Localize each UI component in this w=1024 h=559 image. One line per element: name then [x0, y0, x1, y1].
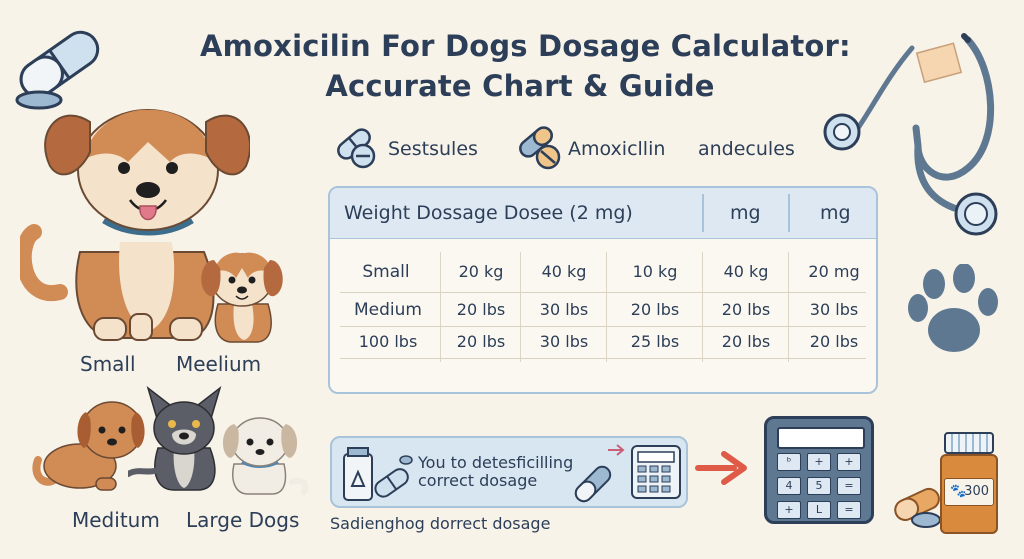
white-puppy-illustration	[222, 417, 309, 495]
callout-text: You to detesficilling correct dosage	[418, 453, 574, 490]
table-cell: 20 lbs	[456, 300, 506, 319]
dosage-callout: You to detesficilling correct dosage	[330, 436, 688, 508]
medicine-bottle-icon	[343, 447, 413, 501]
capsule-pill-icon	[15, 30, 100, 110]
table-cell: 30 lbs	[539, 332, 589, 351]
dog-label-meditum: Meditum	[72, 508, 160, 532]
dog-label-meelium: Meelium	[176, 352, 262, 376]
calculator-display	[777, 427, 865, 449]
table-header-mg-2: mg	[820, 202, 851, 224]
table-cell: 25 lbs	[630, 332, 680, 351]
calculator-key: +	[777, 501, 801, 519]
calculator-keypad: ᵇ + + 4 5 = + L =	[777, 453, 865, 519]
brown-puppy-illustration	[32, 401, 145, 491]
table-cell: Medium	[354, 300, 422, 320]
calculator-key: =	[837, 477, 861, 495]
table-cell: 20 lbs	[721, 332, 771, 351]
calculator-key: =	[837, 501, 861, 519]
table-header-weight: Weight Dossage Dosee (2 mg)	[344, 202, 633, 224]
calculator-key: 4	[777, 477, 801, 495]
paw-print-icon	[908, 264, 998, 352]
legend-label-3: andecules	[698, 138, 795, 160]
table-cell: 10 kg	[632, 262, 678, 281]
arrow-right-icon	[695, 451, 747, 485]
small-calculator-icon	[631, 445, 681, 499]
table-cell: 20 lbs	[809, 332, 859, 351]
small-puppy-illustration	[201, 252, 283, 343]
capsule-icon	[574, 465, 612, 503]
table-row: Small 20 kg 40 kg 10 kg 40 kg 20 mg	[330, 256, 876, 288]
legend-label-1: Sestsules	[388, 138, 478, 160]
calculator-key: +	[807, 453, 831, 471]
bottle-label: 300	[964, 484, 989, 499]
table-cell: 20 mg	[808, 262, 860, 281]
table-cell: 100 lbs	[358, 332, 418, 351]
dosage-table: Weight Dossage Dosee (2 mg) mg mg Small …	[328, 186, 878, 394]
gray-dog-illustration	[128, 385, 222, 491]
paw-icon: 🐾	[950, 484, 967, 499]
dog-label-large: Large Dogs	[186, 508, 300, 532]
page-title: Amoxicilin For Dogs Dosage Calculator: A…	[200, 26, 851, 106]
arrow-right-icon	[608, 444, 625, 456]
table-cell: 20 lbs	[721, 300, 771, 319]
table-row: Medium 20 lbs 30 lbs 20 lbs 20 lbs 30 lb…	[330, 294, 876, 326]
pill-bottle-icon: 🐾 300	[940, 432, 998, 534]
capsule-icon	[337, 128, 376, 169]
table-header: Weight Dossage Dosee (2 mg) mg mg	[330, 188, 876, 239]
calculator-icon: ᵇ + + 4 5 = + L =	[764, 416, 874, 524]
table-cell: Small	[362, 262, 410, 282]
table-cell: 20 kg	[458, 262, 504, 281]
table-header-mg-1: mg	[730, 202, 761, 224]
table-cell: 20 lbs	[456, 332, 506, 351]
calculator-key: ᵇ	[777, 453, 801, 471]
calculator-key: 5	[807, 477, 831, 495]
title-line-1: Amoxicilin For Dogs Dosage Calculator:	[200, 29, 851, 63]
table-cell: 40 kg	[541, 262, 587, 281]
callout-caption: Sadienghog dorrect dosage	[330, 514, 551, 533]
table-cell: 20 lbs	[630, 300, 680, 319]
table-cell: 30 lbs	[809, 300, 859, 319]
table-cell: 40 kg	[723, 262, 769, 281]
large-dog-illustration	[20, 109, 250, 341]
capsule-icon	[519, 126, 561, 170]
title-line-2: Accurate Chart & Guide	[325, 69, 715, 103]
calculator-key: L	[807, 501, 831, 519]
stethoscope-icon	[823, 33, 998, 236]
table-cell: 30 lbs	[539, 300, 589, 319]
calculator-key: +	[837, 453, 861, 471]
table-row: 100 lbs 20 lbs 30 lbs 25 lbs 20 lbs 20 l…	[330, 326, 876, 358]
legend-label-2: Amoxicllin	[568, 138, 666, 160]
dog-label-small: Small	[80, 352, 136, 376]
